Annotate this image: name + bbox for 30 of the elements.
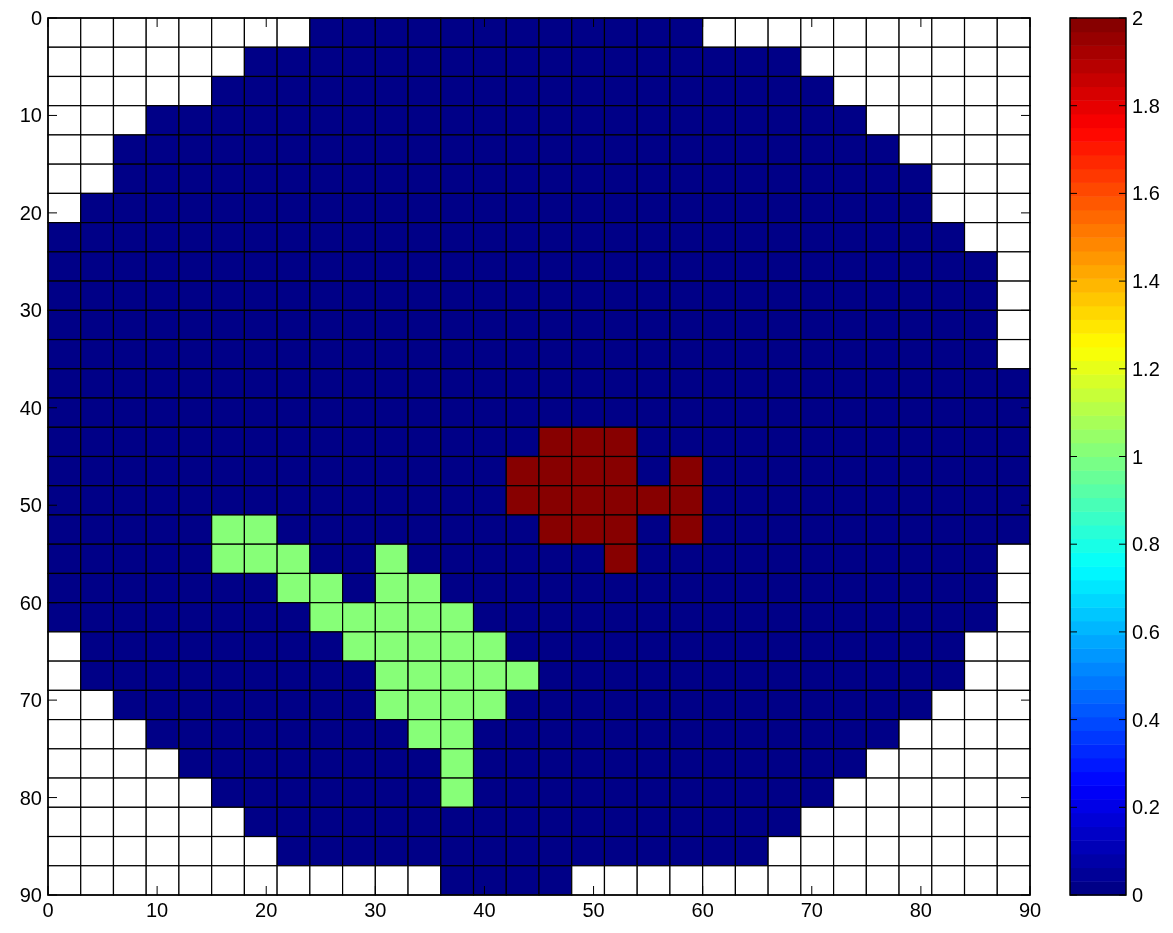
y-tick-label: 60 [19, 591, 42, 614]
x-tick-label: 80 [909, 899, 933, 921]
x-tick-label: 90 [1018, 899, 1042, 921]
x-tick-label: 70 [800, 899, 823, 921]
color-bar-label: 1.8 [1132, 94, 1160, 117]
color-bar-label: 1.6 [1132, 182, 1160, 205]
x-tick-label: 20 [255, 899, 278, 921]
y-tick-label: 30 [19, 299, 42, 322]
y-tick-label: 80 [19, 786, 42, 809]
y-tick-label: 40 [19, 396, 42, 419]
color-bar-label: 1.4 [1132, 270, 1160, 293]
y-tick-label: 70 [19, 689, 42, 712]
color-bar-label: 2 [1132, 7, 1144, 29]
color-bar-label: 0 [1132, 884, 1144, 906]
y-tick-label: 50 [19, 494, 42, 517]
x-tick-label: 10 [145, 899, 169, 921]
color-bar-label: 0.4 [1132, 708, 1160, 731]
color-bar-label: 1.2 [1132, 357, 1160, 380]
x-tick-label: 40 [473, 899, 496, 921]
y-tick-label: 20 [19, 201, 42, 224]
color-bar-label: 0.2 [1132, 796, 1160, 819]
y-tick-label: 10 [19, 104, 42, 127]
color-bar-label: 0.6 [1132, 620, 1160, 643]
color-bar-label: 0.8 [1132, 533, 1160, 556]
x-tick-label: 60 [691, 899, 714, 921]
color-bar-label: 1 [1132, 445, 1144, 468]
x-tick-label: 30 [364, 899, 387, 921]
x-tick-label: 50 [582, 899, 605, 921]
y-tick-label: 0 [30, 7, 42, 29]
y-tick-label: 90 [19, 884, 42, 906]
